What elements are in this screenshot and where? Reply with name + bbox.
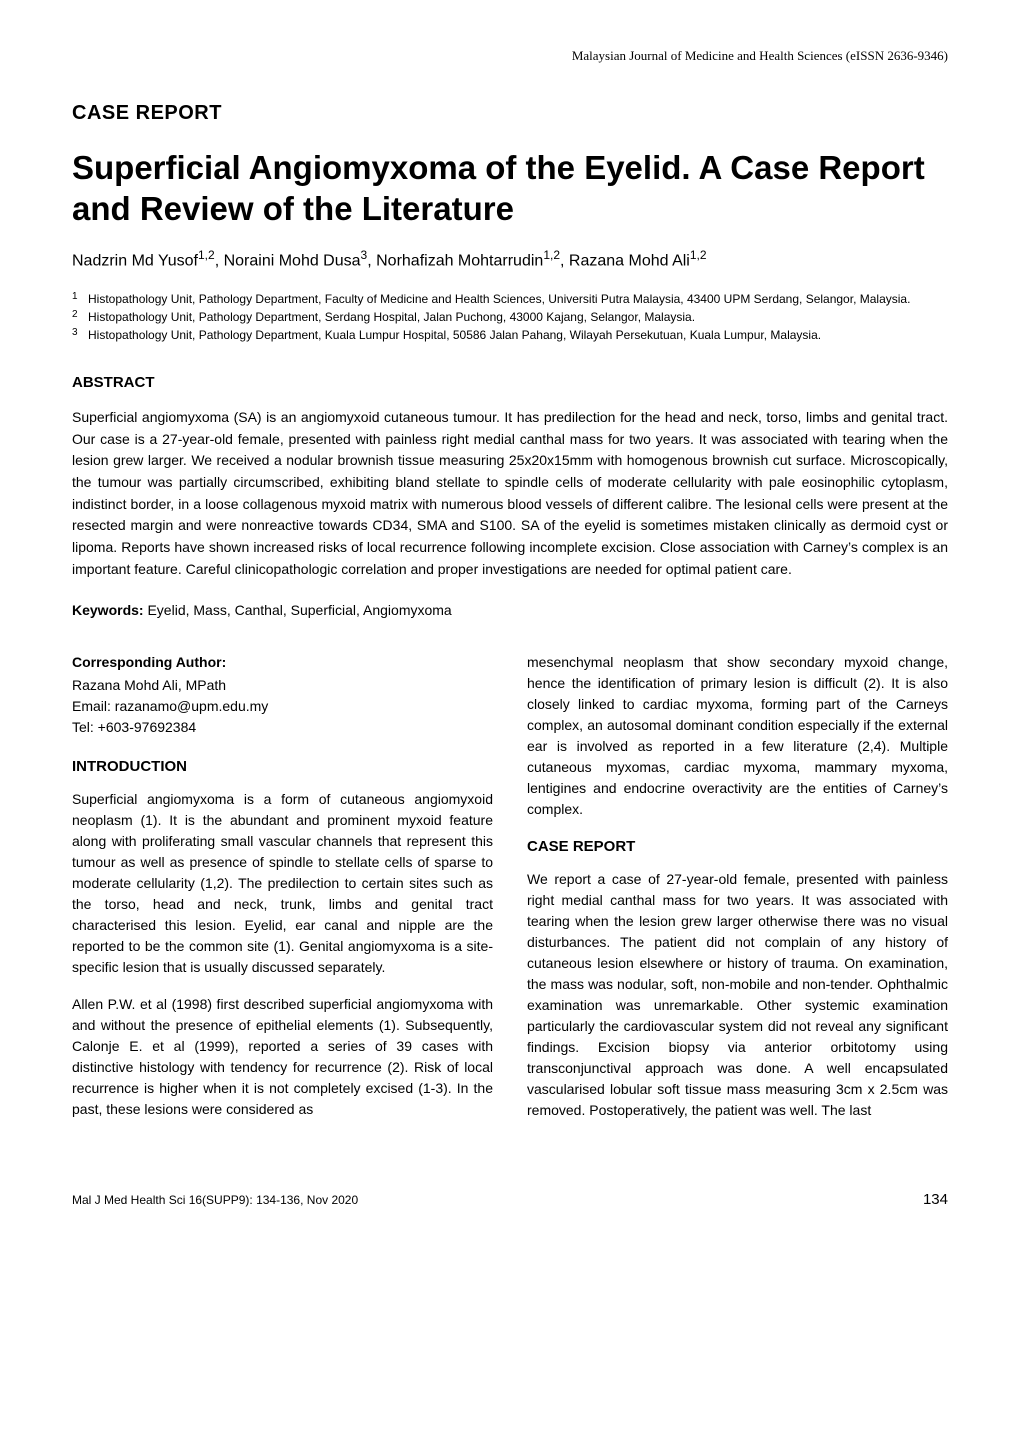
affiliation-number: 2	[72, 307, 82, 325]
keywords-label: Keywords:	[72, 602, 144, 618]
affiliation-item: 1 Histopathology Unit, Pathology Departme…	[72, 290, 948, 308]
abstract-heading: ABSTRACT	[72, 374, 948, 391]
affiliation-text: Histopathology Unit, Pathology Departmen…	[88, 290, 910, 308]
case-report-para-1: We report a case of 27-year-old female, …	[527, 869, 948, 1121]
affiliations-list: 1 Histopathology Unit, Pathology Departme…	[72, 290, 948, 344]
introduction-para-2: Allen P.W. et al (1998) first described …	[72, 994, 493, 1120]
introduction-para-1: Superficial angiomyxoma is a form of cut…	[72, 789, 493, 978]
affiliation-text: Histopathology Unit, Pathology Departmen…	[88, 308, 695, 326]
article-title: Superficial Angiomyxoma of the Eyelid. A…	[72, 147, 948, 230]
left-column: Corresponding Author: Razana Mohd Ali, M…	[72, 652, 493, 1137]
affiliation-number: 3	[72, 325, 82, 343]
page-number: 134	[923, 1191, 948, 1208]
footer-citation: Mal J Med Health Sci 16(SUPP9): 134-136,…	[72, 1193, 358, 1207]
affiliation-item: 3 Histopathology Unit, Pathology Departme…	[72, 326, 948, 344]
running-header: Malaysian Journal of Medicine and Health…	[72, 48, 948, 64]
case-report-heading: CASE REPORT	[527, 836, 948, 859]
corresponding-name: Razana Mohd Ali, MPath	[72, 675, 493, 696]
keywords-line: Keywords: Eyelid, Mass, Canthal, Superfi…	[72, 602, 948, 618]
two-column-body: Corresponding Author: Razana Mohd Ali, M…	[72, 652, 948, 1137]
affiliation-text: Histopathology Unit, Pathology Departmen…	[88, 326, 821, 344]
section-label: CASE REPORT	[72, 102, 948, 125]
corresponding-author-block: Corresponding Author: Razana Mohd Ali, M…	[72, 652, 493, 738]
keywords-value: Eyelid, Mass, Canthal, Superficial, Angi…	[147, 602, 451, 618]
affiliation-number: 1	[72, 289, 82, 307]
page-footer: Mal J Med Health Sci 16(SUPP9): 134-136,…	[72, 1191, 948, 1208]
right-col-para-1: mesenchymal neoplasm that show secondary…	[527, 652, 948, 820]
corresponding-email: Email: razanamo@upm.edu.my	[72, 696, 493, 717]
corresponding-tel: Tel: +603-97692384	[72, 717, 493, 738]
affiliation-item: 2 Histopathology Unit, Pathology Departme…	[72, 308, 948, 326]
right-column: mesenchymal neoplasm that show secondary…	[527, 652, 948, 1137]
introduction-heading: INTRODUCTION	[72, 756, 493, 779]
abstract-body: Superficial angiomyxoma (SA) is an angio…	[72, 407, 948, 581]
authors-line: Nadzrin Md Yusof1,2, Noraini Mohd Dusa3,…	[72, 248, 948, 270]
corresponding-heading: Corresponding Author:	[72, 652, 493, 673]
